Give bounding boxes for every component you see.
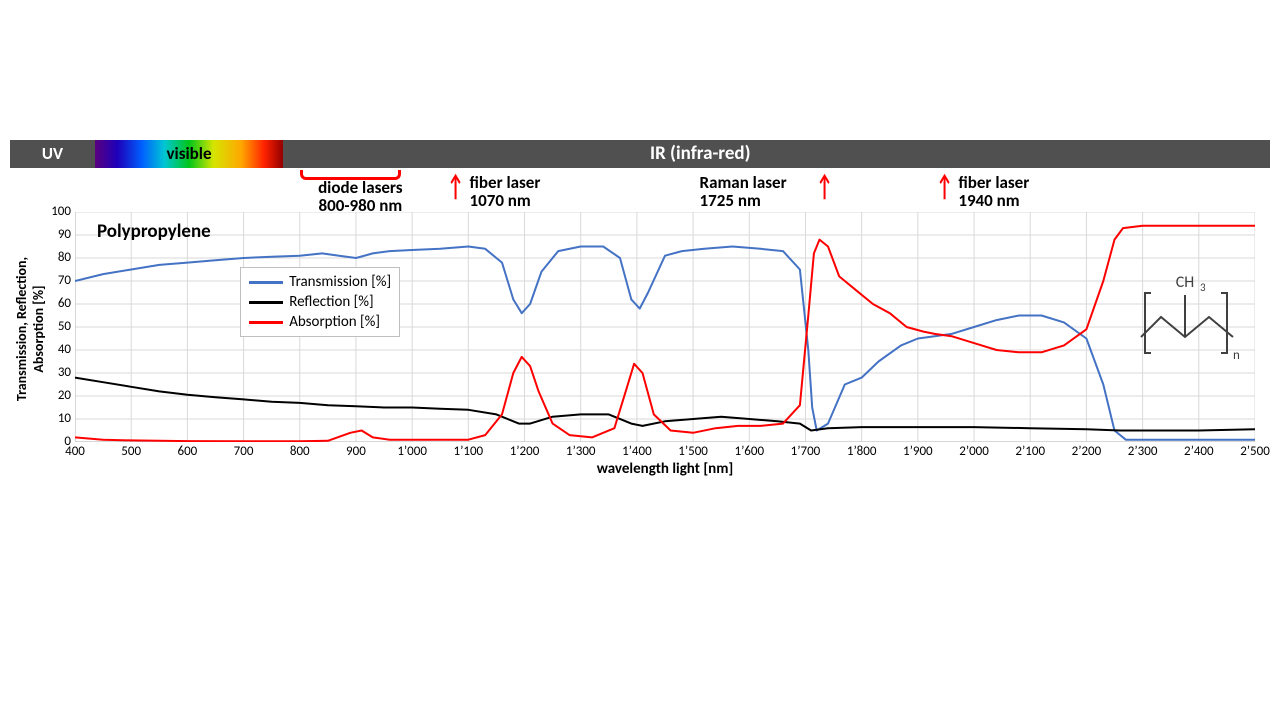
svg-text:n: n [1233,348,1240,362]
x-tick-labels: 4005006007008009001’0001’1001’2001’3001’… [75,444,1255,460]
laser-annotations: diode lasers 800-980 nm ↑ fiber laser 10… [10,168,1270,212]
x-tick-label: 2’000 [959,444,989,459]
x-tick-label: 600 [177,444,197,459]
legend-swatch-icon [249,281,283,284]
y-tick-label: 20 [58,388,71,403]
x-tick-label: 1’900 [903,444,933,459]
x-tick-label: 2’300 [1128,444,1158,459]
legend-item-transmission: Transmission [%] [249,272,391,292]
legend-swatch-icon [249,301,283,304]
x-tick-label: 1’200 [510,444,540,459]
raman-1725-arrow-icon: ↑ [816,168,832,205]
legend-item-label: Absorption [%] [289,313,380,331]
x-tick-label: 2’200 [1072,444,1102,459]
chart-legend: Transmission [%] Reflection [%] Absorption… [240,267,400,337]
x-tick-label: 1’600 [734,444,764,459]
ir-band-label: IR (infra-red) [650,140,751,168]
x-axis-title: wavelength light [nm] [75,460,1255,478]
x-tick-label: 2’100 [1015,444,1045,459]
x-tick-label: 900 [346,444,366,459]
raman-1725-label: Raman laser 1725 nm [700,174,787,210]
legend-item-label: Transmission [%] [289,273,391,291]
x-tick-label: 800 [290,444,310,459]
y-tick-label: 90 [58,227,71,242]
fiber-1940-line2: 1940 nm [958,192,1029,210]
x-tick-label: 1’500 [678,444,708,459]
legend-item-absorption: Absorption [%] [249,312,391,332]
x-tick-label: 2’500 [1240,444,1270,459]
spectrum-band-bar: UV visible IR (infra-red) [10,140,1270,168]
svg-text:3: 3 [1200,281,1206,294]
x-tick-label: 1’400 [622,444,652,459]
y-tick-label: 10 [58,411,71,426]
y-tick-label: 100 [51,204,71,219]
y-tick-label: 60 [58,296,71,311]
y-tick-label: 50 [58,319,71,334]
fiber-1070-label: fiber laser 1070 nm [469,174,540,210]
x-tick-label: 1’700 [791,444,821,459]
legend-swatch-icon [249,321,283,324]
raman-1725-line2: 1725 nm [700,192,787,210]
uv-band-label: UV [10,140,95,168]
y-tick-labels: 0102030405060708090100 [35,212,71,442]
chart-plot-area: Polypropylene Transmission [%] Reflection… [75,212,1255,442]
y-tick-label: 40 [58,342,71,357]
y-tick-label: 80 [58,250,71,265]
material-name-label: Polypropylene [97,220,211,243]
x-tick-label: 1’000 [397,444,427,459]
svg-text:CH: CH [1176,273,1195,292]
legend-item-label: Reflection [%] [289,293,373,311]
fiber-1070-line2: 1070 nm [469,192,540,210]
y-tick-label: 70 [58,273,71,288]
x-tick-label: 1’100 [454,444,484,459]
chemical-structure: CH 3 n [1127,267,1247,362]
x-tick-label: 1’800 [847,444,877,459]
chem-structure-svg: CH 3 n [1127,267,1247,362]
y-axis-title: Transmission, Reflection,Absorption [%] [10,212,32,442]
y-tick-label: 30 [58,365,71,380]
fiber-1940-label: fiber laser 1940 nm [958,174,1029,210]
fiber-1940-arrow-icon: ↑ [937,168,953,205]
x-tick-label: 400 [65,444,85,459]
fiber-1070-arrow-icon: ↑ [448,168,464,205]
x-tick-label: 500 [121,444,141,459]
visible-band-label: visible [95,140,283,168]
x-tick-label: 1’300 [566,444,596,459]
diode-laser-label: diode lasers 800-980 nm [290,179,431,215]
x-tick-label: 2’400 [1184,444,1214,459]
x-tick-label: 700 [234,444,254,459]
legend-item-reflection: Reflection [%] [249,292,391,312]
figure-container: UV visible IR (infra-red) diode lasers 8… [10,140,1270,490]
